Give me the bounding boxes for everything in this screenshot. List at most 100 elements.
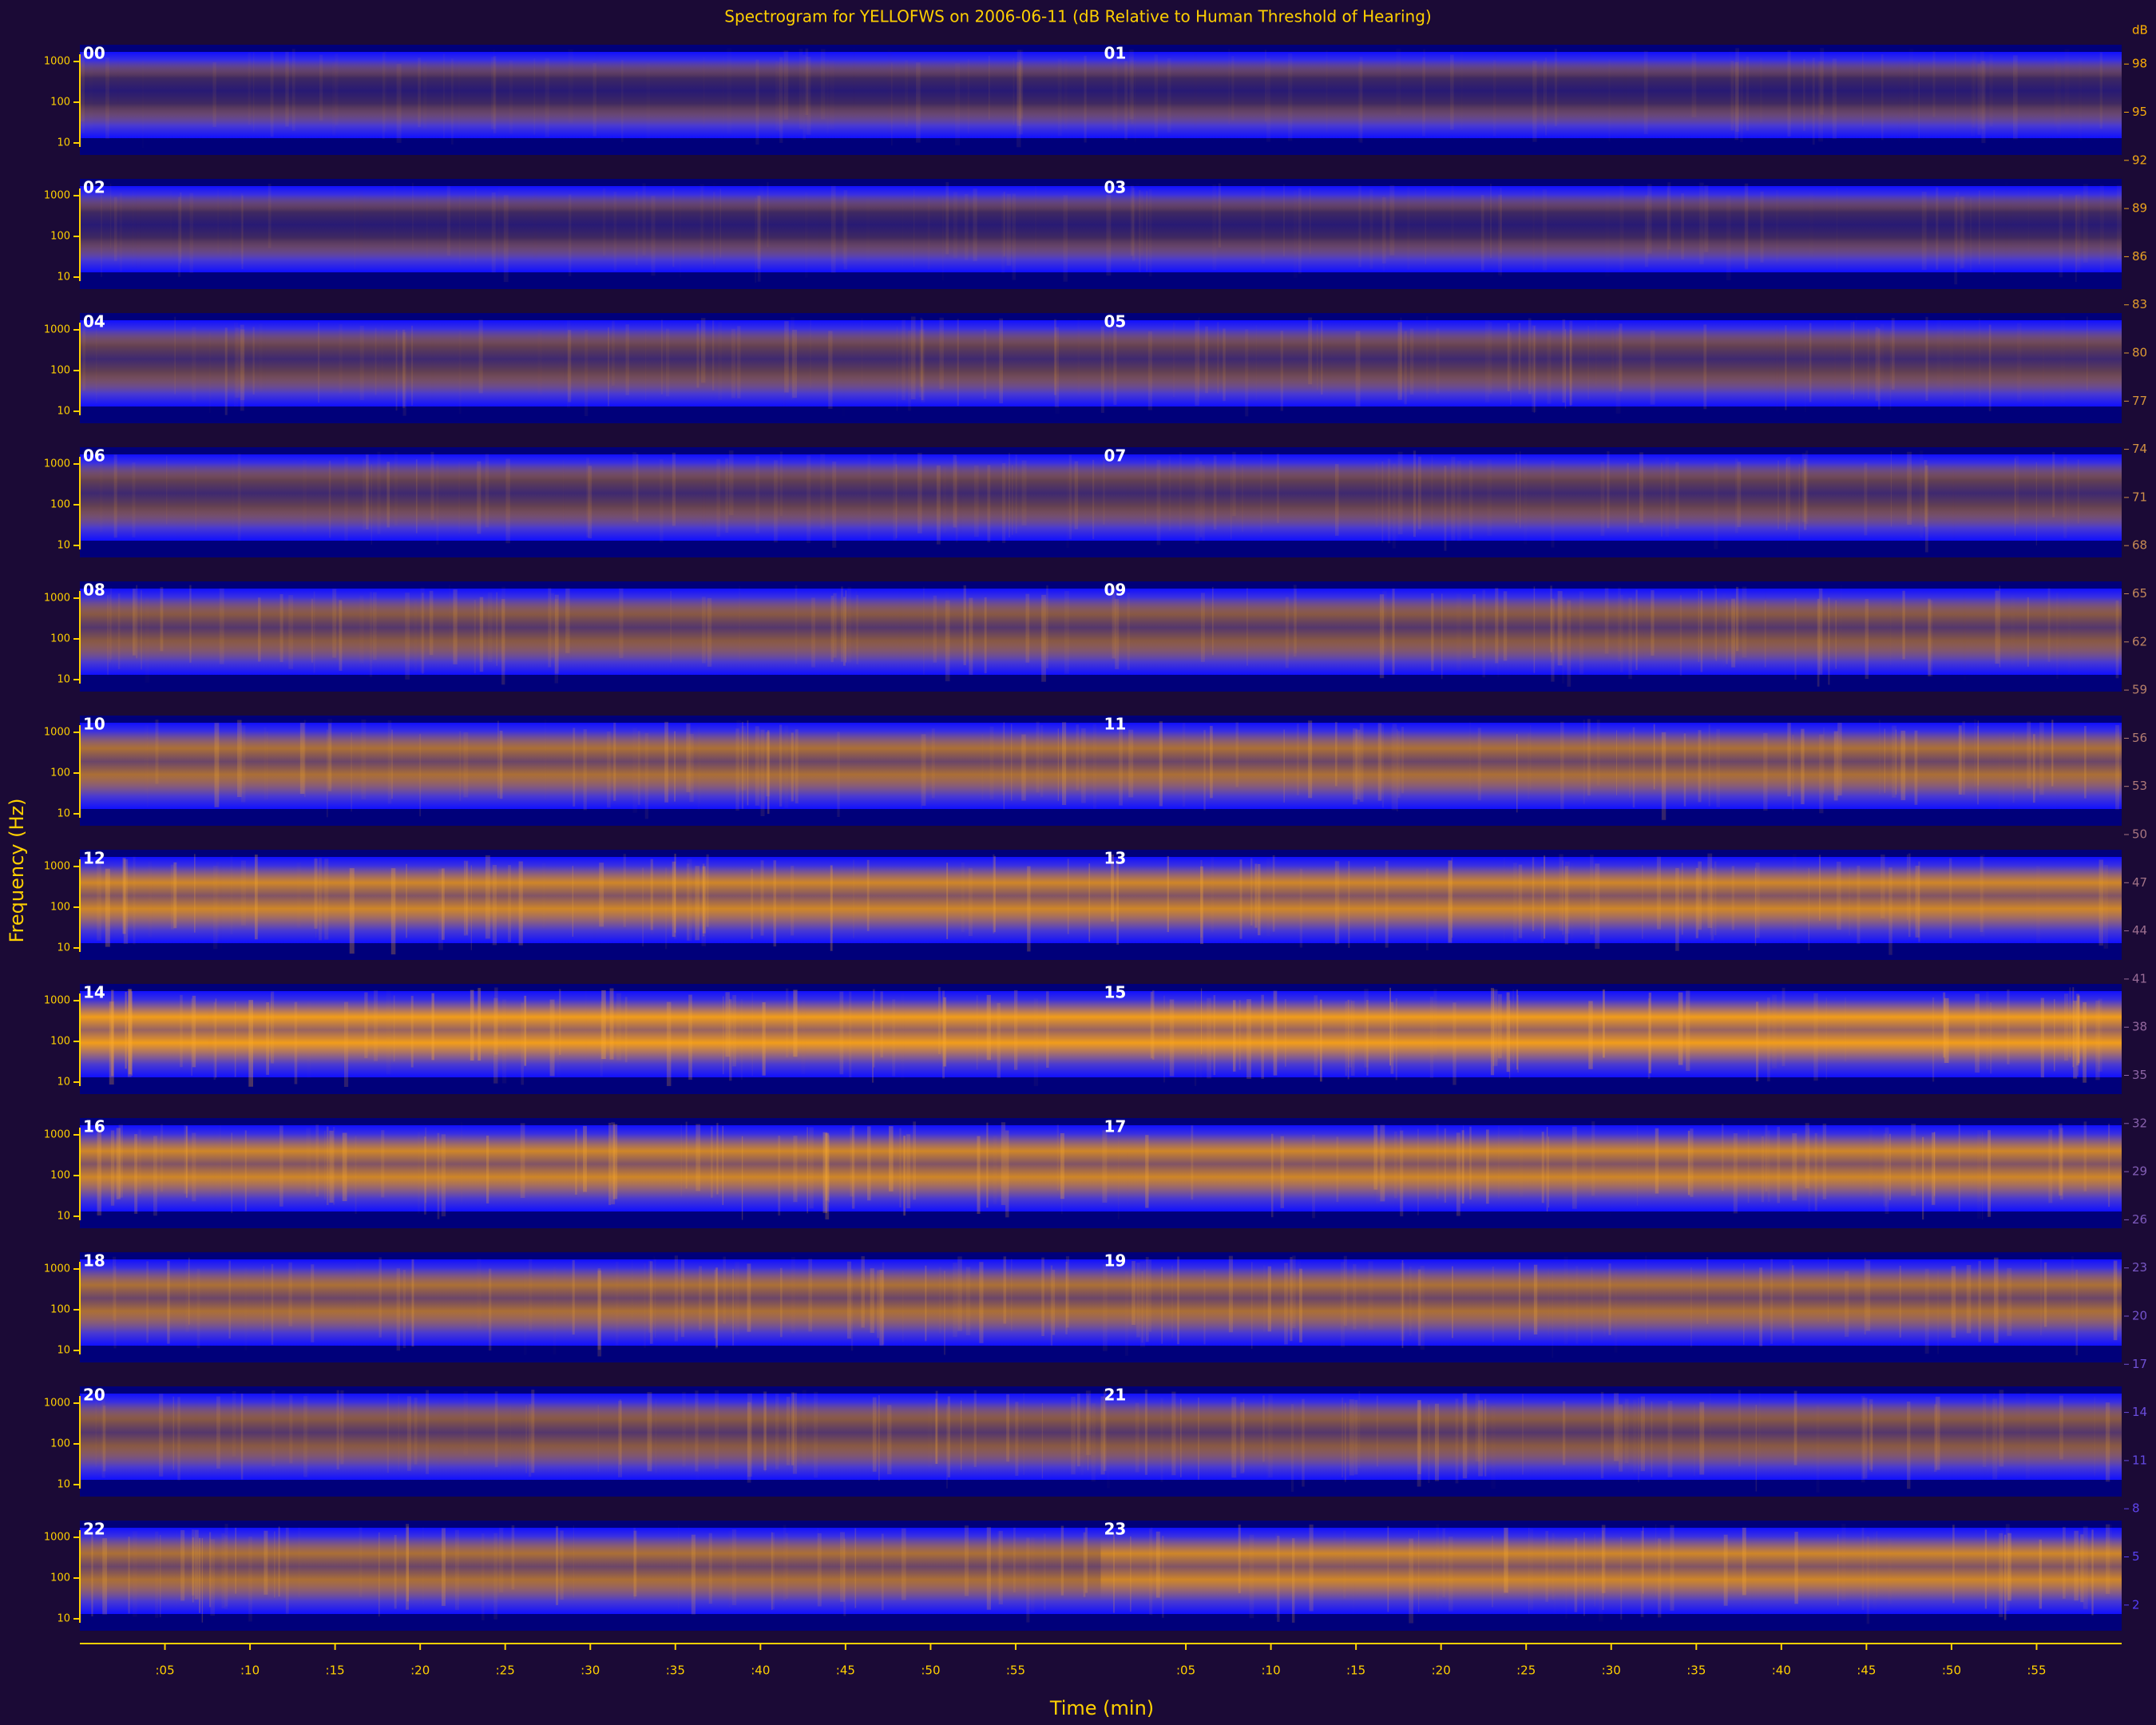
spectrogram-streak — [458, 462, 460, 533]
spectrogram-streak — [766, 732, 771, 797]
spectrogram-streak — [128, 989, 132, 1075]
spectrogram-streak — [1487, 459, 1492, 536]
spectrogram-streak — [1456, 461, 1461, 541]
spectrogram-streak — [1423, 49, 1425, 121]
spectrogram-streak — [415, 459, 418, 533]
spectrogram-streak — [192, 327, 196, 402]
spectrogram-streak — [1988, 324, 1992, 411]
spectrogram-streak — [109, 588, 113, 660]
spectrogram-streak — [1154, 61, 1155, 146]
spectrogram-streak — [1764, 600, 1766, 668]
spectrogram-streak — [1803, 59, 1805, 131]
spectrogram-streak — [1107, 1401, 1110, 1488]
y-tick-label: 10 — [57, 942, 70, 954]
spectrogram-streak — [1077, 319, 1080, 394]
spectrogram-streak — [1651, 589, 1655, 656]
spectrogram-streak — [479, 597, 484, 672]
spectrogram-streak — [192, 1537, 194, 1603]
spectrogram-streak — [1135, 60, 1136, 142]
spectrogram-streak — [1238, 1525, 1241, 1593]
spectrogram-streak — [680, 196, 681, 278]
spectrogram-streak — [957, 319, 959, 406]
spectrogram-streak — [240, 1394, 244, 1480]
spectrogram-streak — [146, 1261, 149, 1343]
spectrogram-streak — [102, 1405, 106, 1472]
spectrogram-streak — [1922, 1136, 1924, 1220]
spectrogram-streak — [609, 988, 614, 1060]
spectrogram-streak — [1545, 58, 1548, 136]
spectrogram-streak — [1280, 1136, 1284, 1208]
spectrogram-streak — [1171, 1265, 1173, 1338]
spectrogram-streak — [830, 61, 834, 129]
spectrogram-streak — [1194, 1000, 1197, 1086]
spectrogram-streak — [567, 330, 572, 402]
spectrogram-streak — [494, 987, 498, 1055]
spectrogram-streak — [314, 858, 318, 929]
spectrogram-streak — [1246, 587, 1248, 666]
spectrogram-streak — [1528, 733, 1530, 799]
spectrogram-streak — [1481, 1124, 1484, 1196]
spectrogram-streak — [1944, 997, 1949, 1063]
spectrogram-streak — [511, 1525, 515, 1590]
spectrogram-streak — [1856, 316, 1857, 388]
spectrogram-streak — [617, 1401, 622, 1477]
spectrogram-streak — [1667, 1401, 1673, 1477]
spectrogram-streak — [1495, 588, 1499, 664]
spectrogram-streak — [1401, 727, 1404, 794]
spectrogram-streak — [775, 61, 779, 130]
spectrogram-streak — [117, 50, 119, 116]
spectrogram-streak — [349, 868, 355, 954]
spectrogram-streak — [983, 329, 987, 399]
spectrogram-streak — [843, 190, 848, 270]
spectrogram-band — [1100, 1125, 2122, 1211]
spectrogram-streak — [1456, 594, 1461, 671]
spectrogram-streak — [1571, 1126, 1577, 1209]
spectrogram-streak — [248, 1536, 252, 1622]
spectrogram-streak — [1256, 326, 1257, 401]
spectrogram-streak — [1834, 319, 1835, 405]
spectrogram-streak — [266, 1001, 269, 1075]
spectrogram-streak — [410, 995, 414, 1068]
spectrogram-streak — [329, 460, 331, 538]
spectrogram-streak — [1956, 192, 1959, 264]
spectrogram-streak — [1937, 1270, 1939, 1354]
spectrogram-streak — [1608, 59, 1610, 141]
spectrogram-streak — [799, 49, 803, 129]
spectrogram-streak — [1145, 1256, 1149, 1342]
spectrogram-band — [80, 1125, 1101, 1211]
spectrogram-streak — [1699, 182, 1704, 265]
spectrogram-streak — [2079, 58, 2083, 141]
spectrogram-streak — [943, 997, 947, 1067]
spectrogram-streak — [279, 593, 283, 663]
spectrogram-streak — [1002, 1258, 1005, 1325]
spectrogram-streak — [1456, 1132, 1460, 1216]
spectrogram-streak — [783, 1525, 787, 1600]
spectrogram-streak — [264, 1530, 268, 1595]
spectrogram-streak — [887, 50, 891, 133]
spectrogram-streak — [1130, 185, 1134, 256]
spectrogram-streak — [559, 989, 561, 1055]
spectrogram-streak — [1013, 989, 1018, 1070]
spectrogram-streak — [196, 1268, 200, 1349]
spectrogram-streak — [877, 1270, 879, 1338]
spectrogram-streak — [439, 184, 441, 254]
spectrogram-streak — [651, 196, 656, 276]
spectrogram-streak — [674, 731, 676, 802]
spectrogram-streak — [1619, 1404, 1623, 1472]
spectrogram-band — [80, 857, 1101, 943]
spectrogram-streak — [2056, 593, 2059, 679]
spectrogram-streak — [650, 859, 653, 930]
spectrogram-streak — [1835, 600, 1837, 669]
spectrogram-streak — [793, 1136, 798, 1203]
spectrogram-streak — [1776, 190, 1778, 262]
spectrogram-streak — [987, 465, 991, 542]
spectrogram-streak — [1003, 722, 1005, 810]
spectrogram-streak — [216, 1396, 220, 1469]
spectrogram-streak — [209, 332, 210, 413]
spectrogram-streak — [429, 590, 434, 656]
spectrogram-streak — [1547, 330, 1552, 404]
spectrogram-streak — [1543, 61, 1545, 126]
spectrogram-streak — [686, 863, 690, 941]
spectrogram-streak — [1909, 49, 1913, 118]
spectrogram-band — [80, 723, 1101, 809]
